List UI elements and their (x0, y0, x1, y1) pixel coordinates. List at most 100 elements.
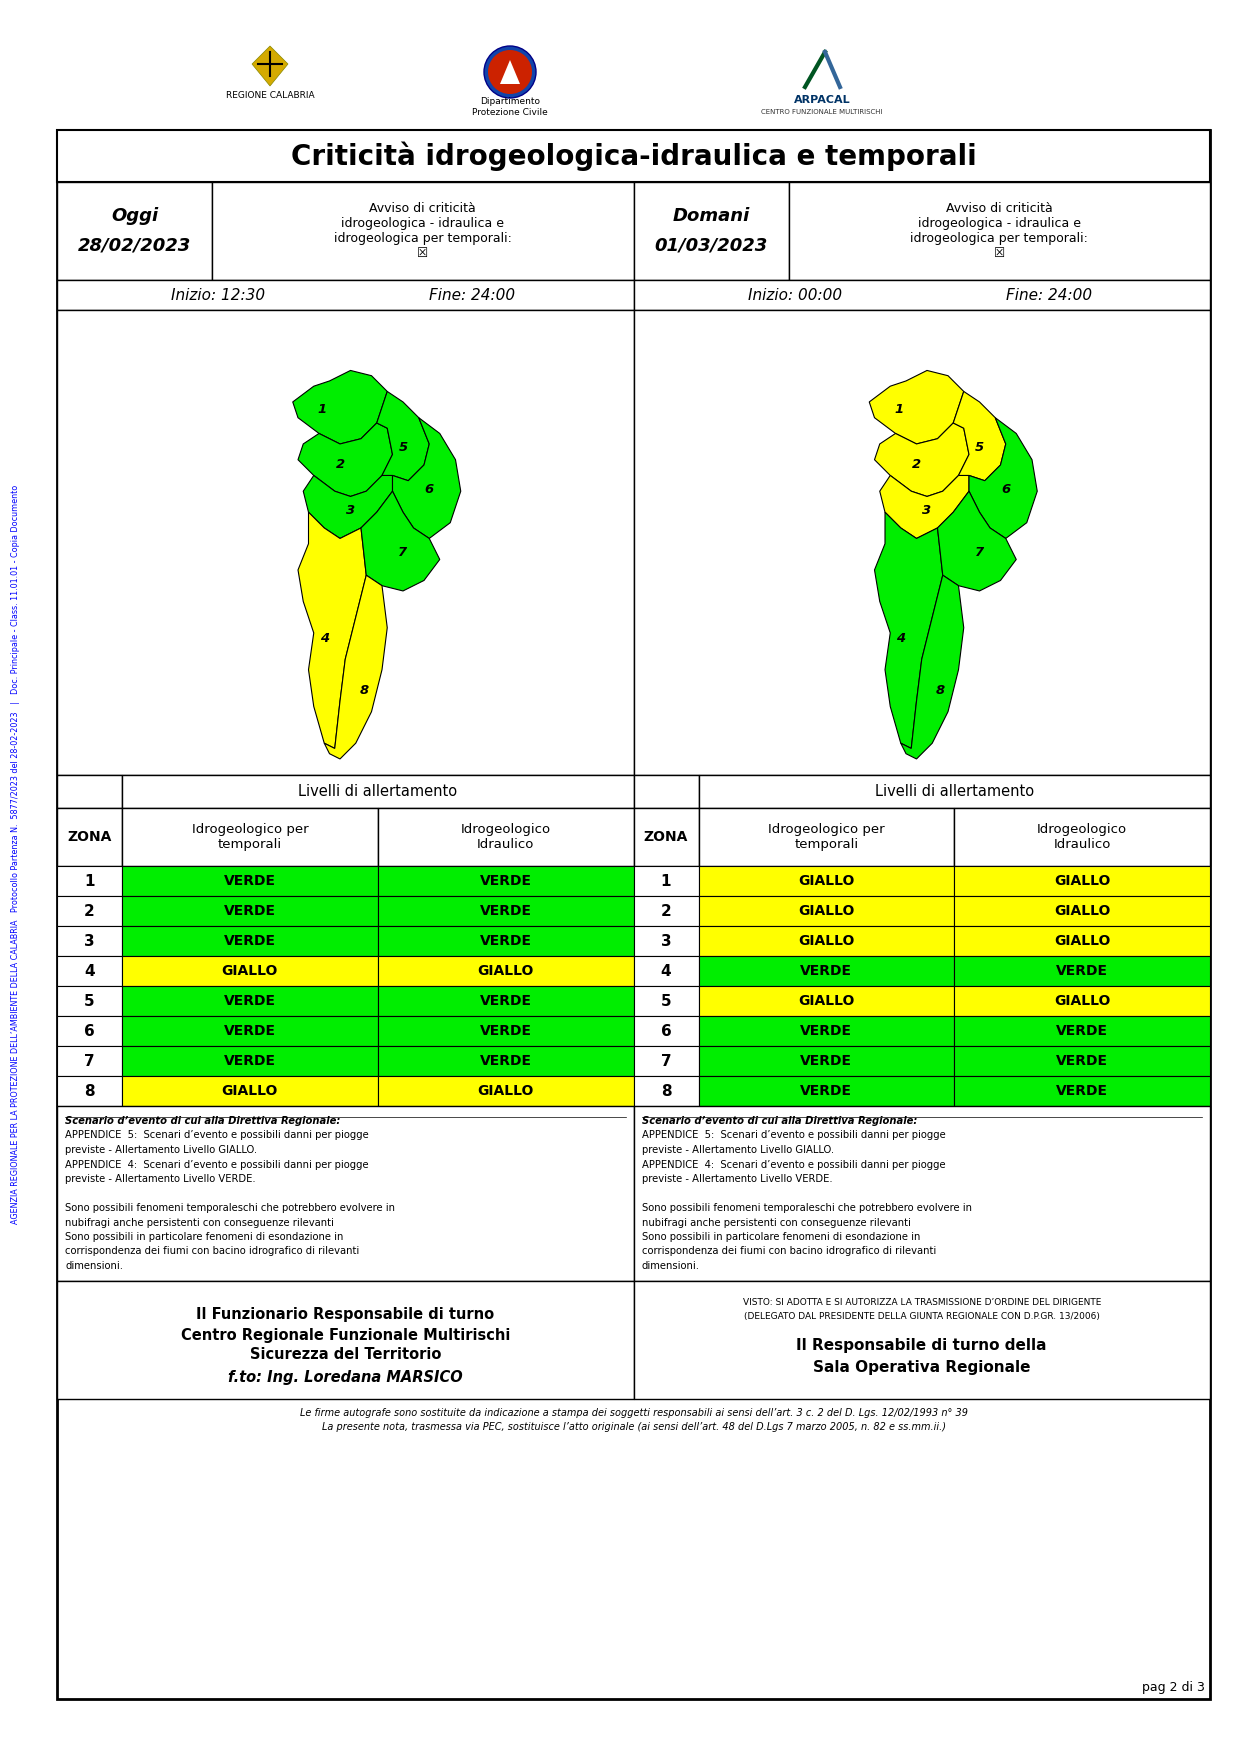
Text: APPENDICE  4:  Scenari d’evento e possibili danni per piogge: APPENDICE 4: Scenari d’evento e possibil… (641, 1159, 945, 1170)
Text: GIALLO: GIALLO (799, 933, 854, 947)
Text: Sono possibili fenomeni temporaleschi che potrebbero evolvere in: Sono possibili fenomeni temporaleschi ch… (64, 1203, 396, 1214)
Text: 3: 3 (84, 933, 94, 949)
Bar (698, 866, 955, 896)
Text: REGIONE CALABRIA: REGIONE CALABRIA (226, 91, 314, 100)
Bar (698, 809, 955, 866)
Text: 2: 2 (661, 903, 671, 919)
Text: Sicurezza del Territorio: Sicurezza del Territorio (249, 1347, 441, 1361)
Text: VISTO: SI ADOTTA E SI AUTORIZZA LA TRASMISSIONE D’ORDINE DEL DIRIGENTE: VISTO: SI ADOTTA E SI AUTORIZZA LA TRASM… (743, 1298, 1101, 1307)
Bar (122, 986, 378, 1016)
Text: previste - Allertamento Livello GIALLO.: previste - Allertamento Livello GIALLO. (641, 1145, 833, 1154)
Text: Sono possibili fenomeni temporaleschi che potrebbero evolvere in: Sono possibili fenomeni temporaleschi ch… (641, 1203, 971, 1214)
Bar (122, 896, 378, 926)
Bar (57, 130, 1210, 1700)
Text: corrispondenza dei fiumi con bacino idrografico di rilevanti: corrispondenza dei fiumi con bacino idro… (641, 1247, 936, 1256)
Bar (634, 1280, 1210, 1400)
Text: 1: 1 (894, 403, 903, 416)
Text: Centro Regionale Funzionale Multirischi: Centro Regionale Funzionale Multirischi (181, 1328, 510, 1344)
Bar (955, 896, 1210, 926)
Text: 2: 2 (84, 903, 95, 919)
Text: (DELEGATO DAL PRESIDENTE DELLA GIUNTA REGIONALE CON D.P.GR. 13/2006): (DELEGATO DAL PRESIDENTE DELLA GIUNTA RE… (744, 1312, 1100, 1321)
Text: 5: 5 (975, 440, 985, 454)
Text: 28/02/2023: 28/02/2023 (78, 237, 191, 254)
Text: GIALLO: GIALLO (222, 1084, 278, 1098)
Text: 6: 6 (661, 1024, 671, 1038)
Polygon shape (298, 423, 393, 496)
Text: 4: 4 (661, 963, 671, 979)
Text: Idrogeologico per
temporali: Idrogeologico per temporali (768, 823, 884, 851)
Text: 3: 3 (346, 503, 355, 517)
Bar (634, 896, 698, 926)
Text: CENTRO FUNZIONALE MULTIRISCHI: CENTRO FUNZIONALE MULTIRISCHI (761, 109, 883, 116)
Bar (378, 926, 634, 956)
Bar (955, 926, 1210, 956)
Text: Avviso di criticità
idrogeologica - idraulica e
idrogeologica per temporali:
☒: Avviso di criticità idrogeologica - idra… (910, 202, 1089, 260)
Polygon shape (968, 417, 1037, 538)
Text: 6: 6 (424, 482, 434, 496)
Text: VERDE: VERDE (1056, 1054, 1109, 1068)
Text: VERDE: VERDE (224, 933, 275, 947)
Text: VERDE: VERDE (480, 1054, 532, 1068)
Text: ZONA: ZONA (644, 830, 688, 844)
Text: GIALLO: GIALLO (799, 995, 854, 1009)
Text: VERDE: VERDE (480, 933, 532, 947)
Bar (634, 809, 698, 866)
Text: Sono possibili in particolare fenomeni di esondazione in: Sono possibili in particolare fenomeni d… (64, 1231, 343, 1242)
Text: Livelli di allertamento: Livelli di allertamento (298, 784, 458, 800)
Bar (955, 809, 1210, 866)
Text: 6: 6 (84, 1024, 95, 1038)
Bar (378, 896, 634, 926)
Text: 6: 6 (1001, 482, 1011, 496)
Text: VERDE: VERDE (224, 995, 275, 1009)
Text: VERDE: VERDE (1056, 965, 1109, 979)
Text: corrispondenza dei fiumi con bacino idrografico di rilevanti: corrispondenza dei fiumi con bacino idro… (64, 1247, 360, 1256)
Bar (634, 986, 698, 1016)
Text: Idrogeologico
Idraulico: Idrogeologico Idraulico (1037, 823, 1127, 851)
Text: Fine: 24:00: Fine: 24:00 (429, 288, 515, 302)
Bar (634, 310, 1210, 775)
Text: Idrogeologico
Idraulico: Idrogeologico Idraulico (460, 823, 551, 851)
Text: 3: 3 (923, 503, 931, 517)
Bar (57, 130, 1210, 182)
Text: VERDE: VERDE (1056, 1024, 1109, 1038)
Text: 01/03/2023: 01/03/2023 (655, 237, 768, 254)
Text: Scenario d’evento di cui alla Direttiva Regionale:: Scenario d’evento di cui alla Direttiva … (64, 1116, 340, 1126)
Text: VERDE: VERDE (800, 1084, 852, 1098)
Polygon shape (500, 60, 520, 84)
Polygon shape (324, 575, 387, 759)
Bar (57, 809, 122, 866)
Bar (57, 1280, 634, 1400)
Bar (378, 956, 634, 986)
Text: 1: 1 (317, 403, 326, 416)
Text: VERDE: VERDE (480, 873, 532, 888)
Polygon shape (298, 512, 366, 749)
Text: previste - Allertamento Livello VERDE.: previste - Allertamento Livello VERDE. (641, 1173, 832, 1184)
Bar (634, 182, 789, 281)
Text: Sala Operativa Regionale: Sala Operativa Regionale (813, 1359, 1030, 1375)
Bar (698, 896, 955, 926)
Bar (698, 1016, 955, 1045)
Text: Avviso di criticità
idrogeologica - idraulica e
idrogeologica per temporali:
☒: Avviso di criticità idrogeologica - idra… (334, 202, 512, 260)
Polygon shape (937, 491, 1017, 591)
Text: pag 2 di 3: pag 2 di 3 (1142, 1680, 1205, 1694)
Text: Livelli di allertamento: Livelli di allertamento (874, 784, 1034, 800)
Text: 5: 5 (661, 993, 671, 1009)
Text: GIALLO: GIALLO (1054, 873, 1110, 888)
Text: GIALLO: GIALLO (477, 965, 533, 979)
Polygon shape (377, 391, 429, 481)
Text: Inizio: 00:00: Inizio: 00:00 (748, 288, 842, 302)
Polygon shape (874, 423, 968, 496)
Text: VERDE: VERDE (800, 1054, 852, 1068)
Text: 2: 2 (911, 458, 921, 472)
Bar (955, 1045, 1210, 1075)
Polygon shape (252, 46, 288, 86)
Bar (955, 866, 1210, 896)
Bar (378, 809, 634, 866)
Bar (57, 986, 122, 1016)
Text: Sono possibili in particolare fenomeni di esondazione in: Sono possibili in particolare fenomeni d… (641, 1231, 920, 1242)
Text: f.to: Ing. Loredana MARSICO: f.to: Ing. Loredana MARSICO (228, 1370, 463, 1386)
Bar (698, 926, 955, 956)
Text: 1: 1 (84, 873, 94, 889)
Text: 8: 8 (360, 684, 368, 696)
Text: APPENDICE  5:  Scenari d’evento e possibili danni per piogge: APPENDICE 5: Scenari d’evento e possibil… (641, 1131, 945, 1140)
